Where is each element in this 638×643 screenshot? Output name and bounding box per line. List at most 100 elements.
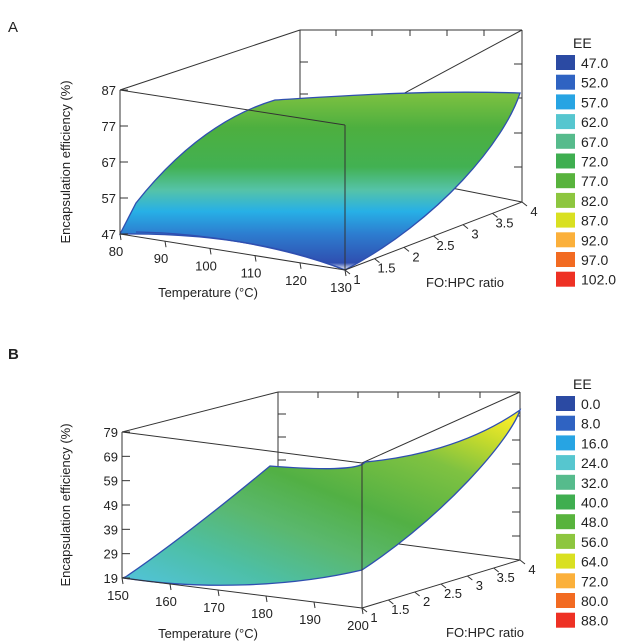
panel-b-legend-swatch	[556, 435, 575, 451]
panel-a-legend-label: 57.0	[581, 94, 608, 110]
panel-a-z-tick-label: 47	[102, 227, 116, 242]
panel-b-y-tick-mark	[467, 575, 473, 581]
panel-a-x-tick-label: 90	[154, 251, 168, 266]
panel-a-x-tick-mark	[164, 241, 167, 248]
panel-a-x-tick-mark	[254, 255, 257, 262]
panel-a-legend-swatch	[556, 94, 575, 110]
panel-b-legend-label: 24.0	[581, 455, 608, 471]
panel-b-legend-label: 16.0	[581, 435, 608, 451]
panel-a-y-tick-label: 4	[530, 204, 537, 219]
panel-b-y-tick-mark	[414, 591, 420, 597]
panel-a-x-tick-label: 80	[109, 244, 123, 259]
panel-a-y-tick-mark	[462, 224, 469, 230]
panel-a-legend-label: 97.0	[581, 252, 608, 268]
panel-a-legend-swatch	[556, 192, 575, 208]
panel-b-legend-swatch	[556, 593, 575, 608]
panel-a-surface-bottom-edge	[135, 231, 346, 271]
panel-a-legend-swatch	[556, 271, 575, 287]
panel-b-x-tick-mark	[313, 601, 316, 609]
panel-b-legend-swatch	[556, 514, 575, 530]
panel-b-legend-swatch	[556, 494, 575, 510]
panel-b-legend-label: 8.0	[581, 416, 601, 432]
panel-a-legend-label: 102.0	[581, 272, 616, 288]
panel-b-z-tick-label: 49	[104, 498, 118, 513]
panel-b-label: B	[8, 346, 19, 363]
panel-a-y-tick-label: 3	[471, 227, 478, 242]
panel-a-y-tick-mark	[521, 201, 528, 207]
panel-b-legend-label: 32.0	[581, 475, 608, 491]
panel-a-label: A	[8, 19, 18, 36]
panel-b-legend-label: 48.0	[581, 514, 608, 530]
panel-b-legend-swatch	[556, 396, 575, 411]
panel-b-legend-swatch	[556, 553, 575, 569]
panel-a-x-tick-label: 130	[330, 280, 352, 295]
panel-b-y-label: FO:HPC ratio	[446, 625, 524, 640]
panel-b-x-tick-label: 170	[203, 600, 225, 615]
panel-b-y-tick-label: 1.5	[391, 602, 409, 617]
panel-b-x-tick-mark	[361, 607, 364, 615]
panel-b-legend-swatch	[556, 612, 575, 628]
panel-a-legend-swatch	[556, 114, 575, 130]
panel-a-y-tick-label: 1	[353, 272, 360, 287]
panel-a-z-tick-label: 77	[102, 119, 116, 134]
panel-a-z-axis: 47 57 67 77 87	[102, 83, 128, 242]
panel-a-legend-swatch	[556, 252, 575, 267]
panel-a-legend-label: 67.0	[581, 134, 608, 150]
panel-b-legend-label: 40.0	[581, 495, 608, 511]
panel-b: B	[8, 346, 608, 641]
panel-a: A	[8, 19, 616, 300]
panel-b-y-tick-mark	[493, 567, 499, 573]
panel-b-legend: 0.0 8.0 16.0 24.0 32.0 40.0 48.0 56.0 64.0 72.0 80…	[556, 396, 608, 629]
panel-a-legend-title: EE	[573, 35, 592, 51]
panel-a-x-axis: 80 90 100 110 120 130	[109, 233, 352, 295]
panel-b-legend-swatch	[556, 533, 575, 549]
panel-b-z-tick-label: 29	[104, 547, 118, 562]
panel-b-x-label: Temperature (°C)	[158, 626, 258, 641]
panel-b-y-tick-mark	[519, 559, 526, 565]
panel-b-x-axis: 150 160 170 180 190 200	[107, 577, 369, 633]
panel-a-legend-swatch	[556, 173, 575, 189]
panel-b-legend-label: 72.0	[581, 573, 608, 589]
panel-a-legend-swatch	[556, 74, 575, 90]
panel-b-legend-title: EE	[573, 376, 592, 392]
panel-b-legend-label: 88.0	[581, 613, 608, 629]
panel-b-y-tick-mark	[361, 607, 368, 613]
panel-a-legend: 47.0 52.0 57.0 62.0 67.0 72.0 77.0 82.0 87.0 92.0…	[556, 55, 616, 288]
panel-b-legend-swatch	[556, 415, 575, 431]
panel-a-x-tick-mark	[209, 248, 212, 255]
panel-a-x-tick-label: 120	[285, 273, 307, 288]
panel-b-y-tick-label: 4	[528, 562, 535, 577]
panel-b-x-tick-label: 200	[347, 618, 369, 633]
panel-b-y-tick-label: 3	[476, 578, 483, 593]
panel-b-legend-swatch	[556, 573, 575, 589]
panel-a-y-tick-mark	[403, 246, 410, 252]
panel-b-y-tick-label: 1	[370, 610, 377, 625]
panel-b-y-tick-mark	[440, 583, 447, 589]
panel-a-legend-swatch	[556, 212, 575, 228]
panel-a-x-tick-mark	[119, 233, 122, 241]
panel-b-legend-label: 80.0	[581, 593, 608, 609]
panel-b-legend-label: 64.0	[581, 554, 608, 570]
panel-a-y-tick-label: 2.5	[436, 238, 454, 253]
panel-b-surface	[122, 408, 522, 586]
panel-a-z-tick-label: 57	[102, 191, 116, 206]
panel-a-z-tick-label: 87	[102, 83, 116, 98]
panel-a-legend-swatch	[556, 232, 575, 248]
panel-a-legend-swatch	[556, 55, 575, 70]
panel-b-z-tick-label: 79	[104, 425, 118, 440]
panel-b-x-tick-mark	[265, 595, 268, 603]
panel-b-x-tick-mark	[169, 583, 172, 591]
panel-a-x-tick-label: 110	[241, 266, 262, 281]
panel-a-legend-label: 47.0	[581, 55, 608, 71]
panel-b-legend-label: 56.0	[581, 534, 608, 550]
panel-a-x-tick-mark	[344, 269, 347, 277]
panel-a-legend-swatch	[556, 153, 575, 169]
panel-b-z-tick-label: 39	[104, 522, 118, 537]
panel-a-y-tick-label: 3.5	[495, 215, 513, 230]
panel-a-legend-label: 77.0	[581, 173, 608, 189]
panel-b-y-tick-label: 2.5	[444, 586, 462, 601]
panel-a-legend-label: 82.0	[581, 193, 608, 209]
panel-a-legend-label: 72.0	[581, 154, 608, 170]
panel-b-y-tick-label: 2	[423, 594, 430, 609]
